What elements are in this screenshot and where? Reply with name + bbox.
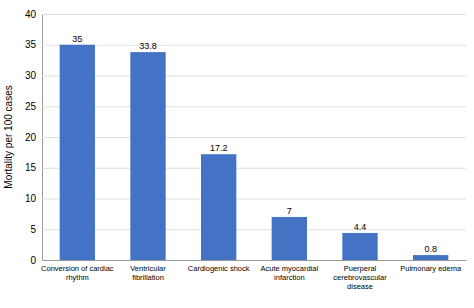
y-tick-label: 35 bbox=[25, 39, 37, 50]
plot-area: 0 5 10 15 20 25 30 35 40 Mortality per 100 cases C… bbox=[3, 9, 467, 291]
x-tick: Cardiogenic shock bbox=[188, 260, 250, 273]
x-tick: Puerperalcerebrovasculardisease bbox=[333, 260, 387, 291]
bar bbox=[201, 154, 236, 260]
y-tick-label: 10 bbox=[25, 193, 37, 204]
data-label: 7 bbox=[287, 206, 292, 216]
bar bbox=[130, 52, 165, 260]
bar bbox=[60, 45, 95, 260]
y-tick-label: 30 bbox=[25, 70, 37, 81]
x-tick-label-line: Pulmonary edema bbox=[400, 264, 462, 273]
x-tick-label-line: infarction bbox=[274, 273, 304, 282]
y-tick-label: 20 bbox=[25, 132, 37, 143]
x-tick-label-line: Cardiogenic shock bbox=[188, 264, 250, 273]
bar bbox=[413, 255, 448, 260]
x-tick-label-line: fibrillation bbox=[132, 273, 164, 282]
x-tick-label: Ventricularfibrillation bbox=[130, 264, 166, 282]
y-tick-label: 5 bbox=[30, 224, 36, 235]
data-label: 17.2 bbox=[210, 143, 228, 153]
grid-line bbox=[42, 106, 466, 107]
grid-line bbox=[42, 137, 466, 138]
x-tick: Acute myocardialinfarction bbox=[261, 260, 319, 282]
data-label: 4.4 bbox=[354, 222, 367, 232]
y-axis-line bbox=[43, 15, 467, 261]
y-axis: 0 5 10 15 20 25 30 35 40 bbox=[25, 9, 466, 266]
y-tick-label: 0 bbox=[30, 255, 36, 266]
bar bbox=[342, 233, 377, 260]
y-axis-title: Mortality per 100 cases bbox=[3, 85, 14, 188]
data-label: 0.8 bbox=[424, 244, 437, 254]
y-tick-label: 25 bbox=[25, 101, 37, 112]
bar bbox=[272, 217, 307, 260]
grid-line bbox=[42, 168, 466, 169]
x-tick-label: Puerperalcerebrovasculardisease bbox=[333, 264, 387, 290]
bars bbox=[60, 45, 449, 260]
x-tick-label: Acute myocardialinfarction bbox=[261, 264, 319, 282]
x-tick-label: Conversion of cardiacrhythm bbox=[41, 264, 114, 282]
x-tick-label-line: disease bbox=[347, 282, 373, 291]
grid-line bbox=[42, 229, 466, 230]
y-tick: 5 bbox=[30, 224, 466, 235]
x-tick: Conversion of cardiacrhythm bbox=[41, 260, 114, 282]
x-tick-label: Pulmonary edema bbox=[400, 264, 462, 273]
x-tick: Pulmonary edema bbox=[400, 260, 462, 273]
x-axis-line bbox=[43, 260, 467, 261]
grid-line bbox=[42, 76, 466, 77]
data-labels: 35 33.8 17.2 7 4.4 0.8 bbox=[72, 34, 437, 254]
y-tick-label: 40 bbox=[25, 9, 37, 20]
grid-line bbox=[42, 14, 466, 15]
data-label: 35 bbox=[72, 34, 82, 44]
chart-svg: 0 5 10 15 20 25 30 35 40 Mortality per 100 cases C… bbox=[0, 0, 474, 308]
grid-line bbox=[42, 199, 466, 200]
x-tick-label: Cardiogenic shock bbox=[188, 264, 250, 273]
x-tick: Ventricularfibrillation bbox=[130, 260, 166, 282]
x-tick-label-line: rhythm bbox=[66, 273, 89, 282]
y-tick: 40 bbox=[25, 9, 466, 20]
grid-line bbox=[42, 260, 466, 261]
grid-line bbox=[42, 45, 466, 46]
x-axis: Conversion of cardiacrhythm Ventricularfi… bbox=[41, 260, 466, 291]
y-tick-label: 15 bbox=[25, 162, 37, 173]
data-label: 33.8 bbox=[139, 41, 157, 51]
